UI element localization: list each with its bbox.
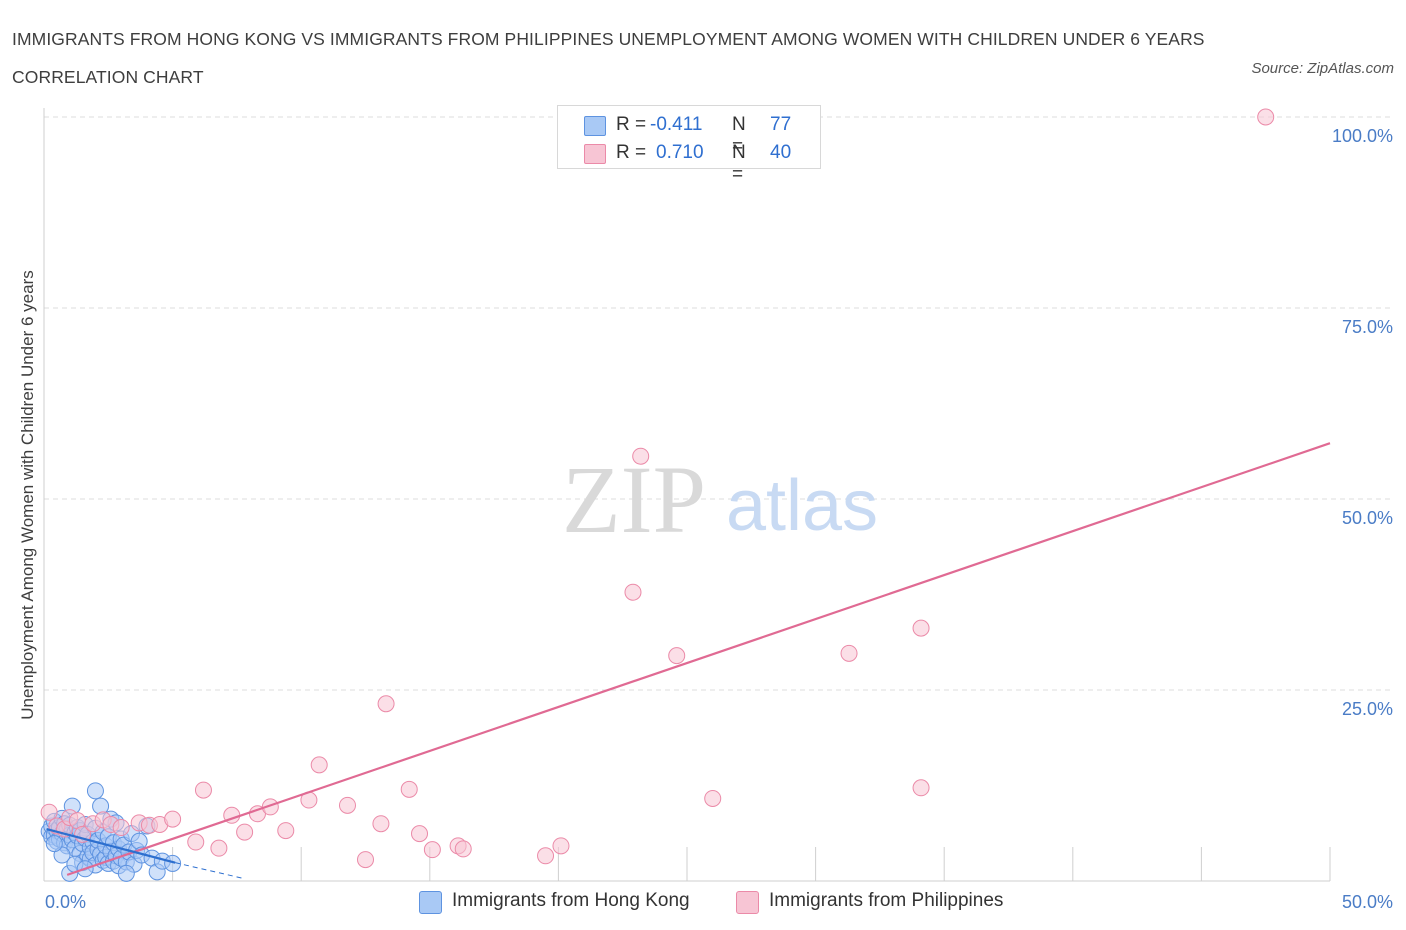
- philippines-point: [187, 833, 205, 851]
- legend-swatch-hongkong: [584, 116, 606, 136]
- philippines-point: [912, 619, 930, 637]
- philippines-point: [210, 839, 228, 857]
- philippines-point: [377, 695, 395, 713]
- legend-r-label: R =: [616, 142, 647, 163]
- legend-r-value: -0.411: [650, 114, 703, 135]
- philippines-point: [338, 796, 356, 814]
- legend-swatch-philippines: [584, 144, 606, 164]
- philippines-point: [537, 847, 555, 865]
- legend-label-hongkong: Immigrants from Hong Kong: [452, 890, 690, 911]
- philippines-point: [310, 756, 328, 774]
- philippines-point: [261, 798, 279, 816]
- y-tick-label: 25.0%: [1342, 699, 1393, 719]
- philippines-point: [277, 822, 295, 840]
- philippines-point: [704, 789, 722, 807]
- philippines-trend-line: [66, 442, 1331, 876]
- legend-label-philippines: Immigrants from Philippines: [769, 890, 1004, 911]
- philippines-point: [400, 780, 418, 798]
- watermark-zip: ZIP: [562, 446, 706, 553]
- philippines-point: [194, 781, 212, 799]
- philippines-point: [423, 841, 441, 859]
- philippines-point: [552, 837, 570, 855]
- y-tick-label: 50.0%: [1342, 508, 1393, 528]
- legend-r-label: R =: [616, 114, 647, 135]
- legend-swatch-philippines: [736, 891, 759, 914]
- watermark-atlas: atlas: [726, 466, 878, 546]
- hongkong-point: [117, 864, 135, 882]
- chart-title: IMMIGRANTS FROM HONG KONG VS IMMIGRANTS …: [12, 29, 1205, 87]
- y-tick-label: 100.0%: [1332, 126, 1393, 146]
- trend-lines: [46, 442, 1331, 880]
- hongkong-trend-extension: [175, 862, 245, 880]
- philippines-point: [632, 447, 650, 465]
- y-axis-label: Unemployment Among Women with Children U…: [18, 270, 37, 719]
- hongkong-point: [45, 835, 63, 853]
- hongkong-point: [92, 797, 110, 815]
- philippines-point: [40, 803, 58, 821]
- tick-labels: 25.0% 50.0% 75.0% 100.0% 0.0% 50.0%: [45, 126, 1393, 912]
- hongkong-point: [164, 854, 182, 872]
- source-credit: Source: ZipAtlas.com: [1251, 60, 1394, 77]
- correlation-legend: R = -0.411 N = 77 R = 0.710 N = 40: [557, 105, 821, 185]
- legend-n-value: 77: [770, 114, 792, 135]
- philippines-point: [357, 851, 374, 869]
- philippines-point: [454, 840, 472, 858]
- philippines-point: [624, 583, 642, 601]
- philippines-point: [668, 647, 686, 665]
- legend-n-value: 40: [770, 142, 792, 163]
- philippines-point: [1257, 108, 1275, 126]
- hongkong-point: [86, 782, 104, 800]
- hongkong-trend-line: [46, 827, 176, 864]
- philippines-point: [112, 819, 130, 837]
- grid-lines: [44, 116, 1392, 691]
- philippines-point: [840, 644, 858, 662]
- legend-n-label: N =: [732, 114, 746, 157]
- legend-swatch-hongkong: [419, 891, 442, 914]
- philippines-point: [164, 810, 182, 828]
- philippines-point: [236, 823, 254, 841]
- legend-n-label: N =: [732, 142, 746, 185]
- x-tick-label: 50.0%: [1342, 892, 1393, 912]
- philippines-point: [411, 825, 429, 843]
- hongkong-point: [130, 832, 148, 850]
- legend-r-value: 0.710: [656, 142, 704, 163]
- x-tick-label: 0.0%: [45, 892, 86, 912]
- y-tick-label: 75.0%: [1342, 317, 1393, 337]
- philippines-point: [372, 815, 390, 833]
- philippines-point: [912, 779, 930, 797]
